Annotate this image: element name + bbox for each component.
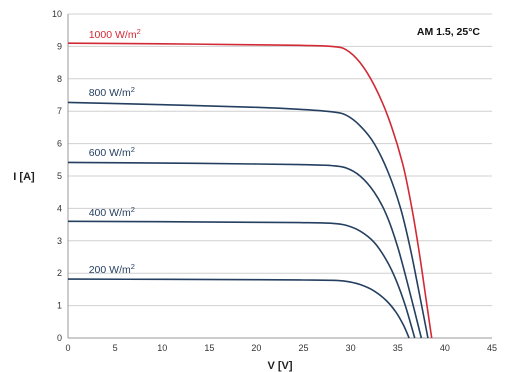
y-tick-label: 7 [57,106,62,116]
x-tick-label: 25 [299,343,309,353]
series-label-4: 400 W/m2 [89,205,135,219]
series-label-1: 1000 W/m2 [89,27,141,41]
x-tick-label: 15 [204,343,214,353]
x-tick-label: 35 [393,343,403,353]
y-tick-label: 1 [57,301,62,311]
y-tick-labels: 0 1 2 3 4 5 6 7 8 9 10 [52,9,62,343]
x-tick-labels: 0 5 10 15 20 25 30 35 40 45 [65,343,497,353]
x-tick-label: 20 [251,343,261,353]
axes [67,14,492,339]
series-labels: 1000 W/m2 800 W/m2 600 W/m2 400 W/m2 200 W/m… [89,27,141,276]
x-tick-label: 45 [487,343,497,353]
y-tick-label: 2 [57,268,62,278]
series-group [67,42,433,339]
x-tick-label: 5 [113,343,118,353]
series-line-2 [67,101,429,339]
conditions-annotation: AM 1.5, 25°C [417,26,481,38]
series-line-3 [67,161,423,339]
series-line-5 [67,278,410,339]
x-tick-label: 30 [346,343,356,353]
x-tick-label: 10 [157,343,167,353]
x-axis-title: V [V] [267,360,292,372]
series-label-2: 800 W/m2 [89,85,135,99]
y-tick-label: 5 [57,171,62,181]
series-line-1 [67,42,433,339]
grid [68,13,492,339]
y-tick-label: 0 [57,333,62,343]
y-tick-label: 8 [57,74,62,84]
y-tick-label: 9 [57,41,62,51]
x-tick-label: 40 [440,343,450,353]
y-axis-title: I [A] [13,171,35,183]
y-tick-label: 10 [52,9,62,19]
series-label-5: 200 W/m2 [89,262,135,276]
y-tick-label: 3 [57,236,62,246]
series-line-4 [67,220,416,339]
y-tick-label: 6 [57,139,62,149]
x-tick-label: 0 [65,343,70,353]
series-label-3: 600 W/m2 [89,145,135,159]
y-tick-label: 4 [57,203,62,213]
